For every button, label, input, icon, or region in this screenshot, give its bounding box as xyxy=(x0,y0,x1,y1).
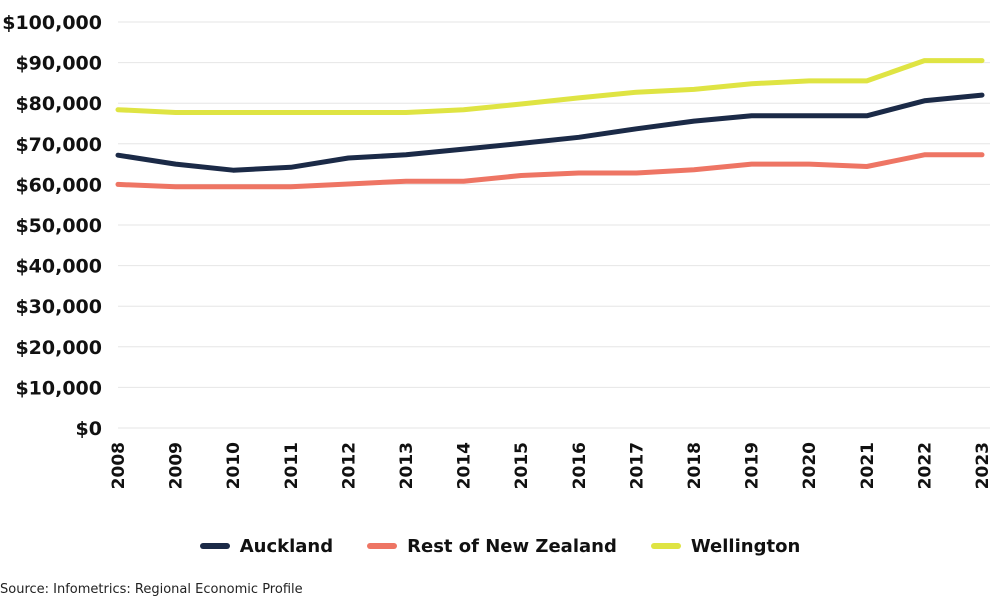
y-tick-label: $90,000 xyxy=(15,53,102,75)
x-tick-label: 2008 xyxy=(109,442,129,489)
y-tick-label: $70,000 xyxy=(15,134,102,156)
series-line-wellington xyxy=(115,58,985,115)
legend-swatch-auckland xyxy=(199,543,230,549)
legend-label: Rest of New Zealand xyxy=(407,535,617,557)
x-tick-label: 2016 xyxy=(570,442,590,489)
y-tick-label: $0 xyxy=(76,418,102,440)
legend-item-auckland: Auckland xyxy=(199,535,334,557)
x-tick-label: 2023 xyxy=(973,442,993,489)
x-tick-label: 2019 xyxy=(743,442,763,489)
x-tick-label: 2018 xyxy=(685,442,705,489)
x-tick-label: 2013 xyxy=(397,442,417,489)
series-lines xyxy=(115,58,985,190)
x-tick-label: 2009 xyxy=(167,442,187,489)
y-tick-label: $60,000 xyxy=(15,174,102,196)
legend-swatch-rest-of-new-zealand xyxy=(367,543,398,549)
source-note: Source: Infometrics: Regional Economic P… xyxy=(0,582,303,597)
y-tick-label: $50,000 xyxy=(15,215,102,237)
x-axis-ticks: 2008 2009 2010 2011 2012 2013 2014 2015 2016 2017… xyxy=(109,442,993,489)
y-tick-label: $100,000 xyxy=(2,12,102,34)
legend: Auckland Rest of New Zealand Wellington xyxy=(0,532,1000,560)
x-tick-label: 2021 xyxy=(858,442,878,489)
y-tick-label: $20,000 xyxy=(15,337,102,359)
y-tick-label: $80,000 xyxy=(15,93,102,115)
series-line-auckland xyxy=(115,92,985,173)
x-tick-label: 2022 xyxy=(915,442,935,489)
x-tick-label: 2012 xyxy=(339,442,359,489)
series-line-rest-of-new-zealand xyxy=(115,152,985,190)
y-tick-label: $40,000 xyxy=(15,256,102,278)
legend-label: Wellington xyxy=(690,535,801,557)
x-tick-label: 2020 xyxy=(800,442,820,489)
x-tick-label: 2015 xyxy=(512,442,532,489)
x-tick-label: 2017 xyxy=(627,442,647,489)
x-tick-label: 2011 xyxy=(282,442,302,489)
legend-item-wellington: Wellington xyxy=(650,535,801,557)
legend-label: Auckland xyxy=(239,535,334,557)
legend-item-rest-of-new-zealand: Rest of New Zealand xyxy=(367,536,617,557)
x-tick-label: 2014 xyxy=(455,442,475,489)
y-tick-label: $30,000 xyxy=(15,296,102,318)
y-tick-label: $10,000 xyxy=(15,377,102,399)
y-axis-ticks: $0 $10,000 $20,000 $30,000 $40,000 $50,000 $60… xyxy=(2,12,102,440)
legend-swatch-wellington xyxy=(650,543,681,549)
line-chart: $0 $10,000 $20,000 $30,000 $40,000 $50,000 $60… xyxy=(2,12,993,489)
x-tick-label: 2010 xyxy=(224,442,244,489)
